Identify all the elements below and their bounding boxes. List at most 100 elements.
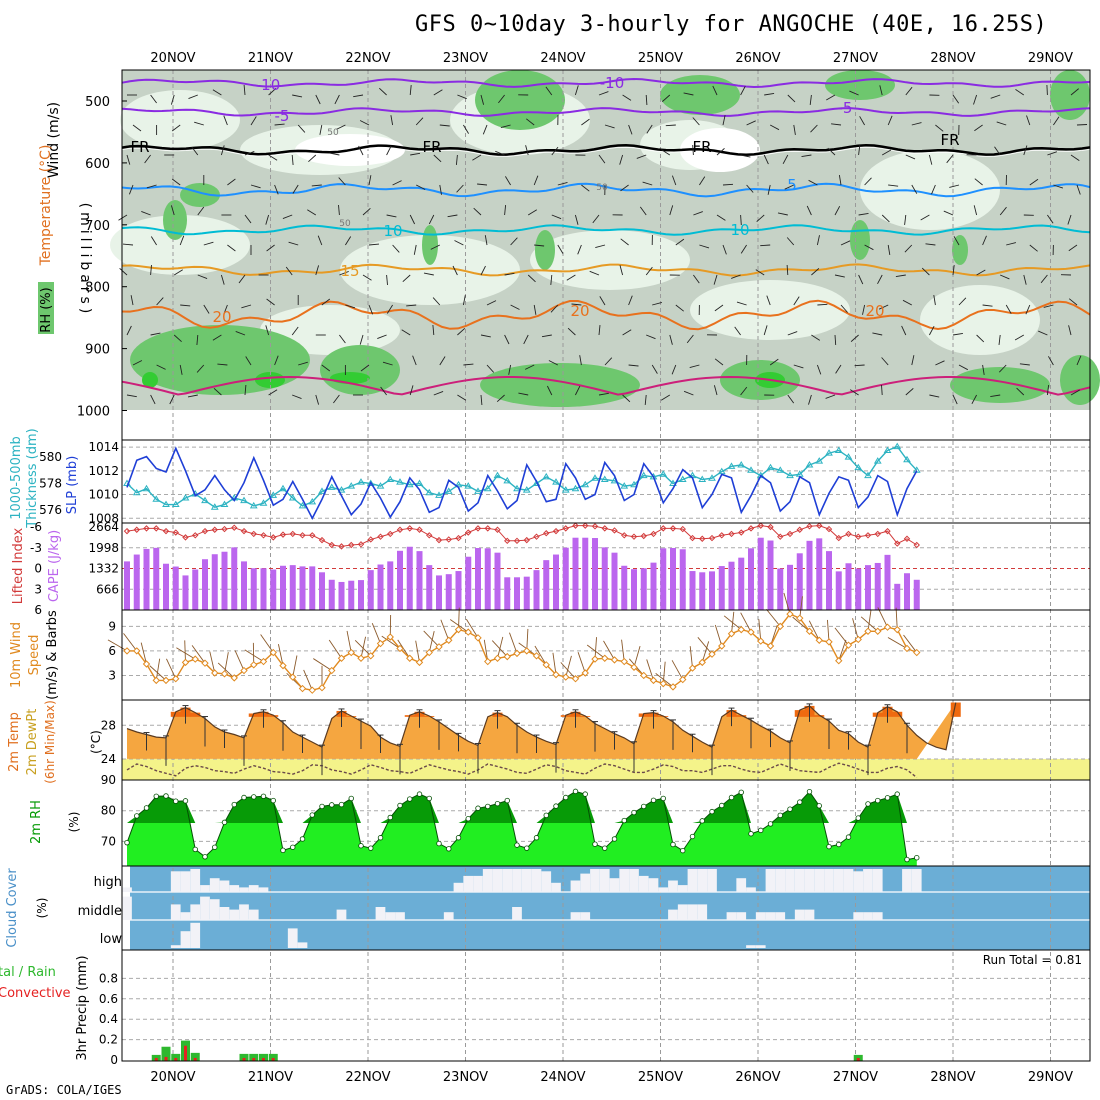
wind10-barb <box>603 640 615 661</box>
wind-barb <box>746 120 756 126</box>
rh-contour-label: 50 <box>339 219 351 229</box>
cloud-high-bar <box>648 878 659 892</box>
isotherm-freezing <box>121 143 1091 157</box>
precip-convective-bar <box>252 1057 256 1061</box>
wind-barb <box>622 94 632 101</box>
wind-barb <box>338 177 346 186</box>
cape-bar <box>582 537 589 610</box>
wind-barb <box>484 235 488 246</box>
precip-convective-bar <box>242 1057 246 1061</box>
thickness-marker <box>776 466 785 473</box>
wind10-marker <box>513 649 521 658</box>
rh2m-marker <box>348 795 354 802</box>
wind-barb <box>952 265 955 276</box>
wind10-barb <box>526 628 529 651</box>
cloud-high-bar <box>863 869 873 892</box>
thickness-line <box>126 445 918 508</box>
wind-barb <box>767 184 771 195</box>
wind10-barb <box>423 630 440 648</box>
cloud-units-label: (%) <box>35 898 49 919</box>
cloud-middle-bar <box>209 899 220 920</box>
wind-barb <box>740 154 751 158</box>
pressure-tick-label: 900 <box>85 343 110 358</box>
wind10-marker <box>718 642 726 650</box>
wind10-marker <box>776 622 784 631</box>
wind-barb <box>864 177 872 186</box>
wind-barb <box>740 386 748 396</box>
cloud-middle-bar <box>872 912 883 920</box>
wind10-marker <box>620 657 628 666</box>
wind-barb <box>872 332 883 336</box>
wind-barb <box>816 235 820 246</box>
cape-bar <box>709 571 715 610</box>
wind-barb <box>197 206 205 216</box>
wind-barb <box>974 124 983 132</box>
wind-barb <box>808 394 812 405</box>
rh-saturated-area <box>330 372 370 384</box>
cape-bar <box>631 569 637 610</box>
wind-barb <box>1068 244 1078 252</box>
cloud-middle-bar <box>697 904 708 920</box>
lifted-index-marker <box>777 533 784 540</box>
wind-barb <box>793 296 800 306</box>
wind-barb <box>976 269 986 276</box>
lifted-index-marker <box>845 530 852 538</box>
dewpoint-fill <box>122 758 1090 780</box>
wind-barb <box>496 394 505 403</box>
wind-barb <box>423 272 434 276</box>
wind-barb <box>714 358 724 366</box>
wind-barb <box>150 236 157 246</box>
wind-barb <box>622 329 632 336</box>
wind-barb <box>712 85 718 96</box>
wind-barb <box>644 394 647 405</box>
wind-barb <box>793 364 804 369</box>
date-label-top: 20NOV <box>150 51 195 66</box>
precip-legend-convective: Convective <box>0 986 71 1001</box>
wind-barb <box>203 304 210 314</box>
rh2m-marker <box>855 815 861 821</box>
wind-barb <box>574 385 581 396</box>
thickness-marker <box>249 501 258 509</box>
wind-barb <box>1047 214 1054 224</box>
wind-barb <box>793 124 796 135</box>
wind-barb <box>557 181 568 186</box>
thickness-marker <box>513 484 521 492</box>
thickness-marker <box>620 482 629 489</box>
cape-bar <box>328 579 335 610</box>
lifted-index-marker <box>279 531 287 538</box>
wind10-barb <box>313 658 332 671</box>
precip-total-bar <box>259 1053 268 1061</box>
wind-barb <box>1019 363 1030 366</box>
wind10-barb <box>799 596 803 619</box>
date-label-bottom: 21NOV <box>248 1070 293 1085</box>
cape-bar <box>270 569 277 610</box>
wind-barb <box>457 327 466 336</box>
wind-barb <box>401 329 411 336</box>
wind-barb <box>132 360 143 366</box>
wind-barb <box>598 154 606 164</box>
cloud-high-bar <box>794 869 805 892</box>
wind-barb <box>921 267 930 276</box>
cloud-high-bar <box>180 871 191 892</box>
rh2m-marker <box>865 801 871 807</box>
precip-tick-label: 0.6 <box>99 992 118 1006</box>
thickness-marker <box>825 449 833 456</box>
wind10-marker <box>308 686 316 694</box>
wind-barb <box>598 91 609 96</box>
wind-barb <box>179 235 185 246</box>
wind-barb <box>834 205 841 216</box>
wind-barb <box>336 124 346 130</box>
wind-barb <box>463 124 469 134</box>
rh2m-marker <box>572 788 579 795</box>
lifted-index-marker <box>757 522 764 529</box>
wind-barb <box>982 304 993 307</box>
wind10-barb <box>354 639 372 657</box>
temperature-max-fill <box>190 712 201 717</box>
rh2m-marker <box>329 802 335 808</box>
cape-bar <box>894 583 901 610</box>
isotherm-label: FR <box>422 138 441 156</box>
wind10-barb <box>783 592 791 615</box>
wind10-marker <box>415 658 424 667</box>
cape-bar <box>767 540 774 610</box>
cape-bar <box>611 552 618 610</box>
